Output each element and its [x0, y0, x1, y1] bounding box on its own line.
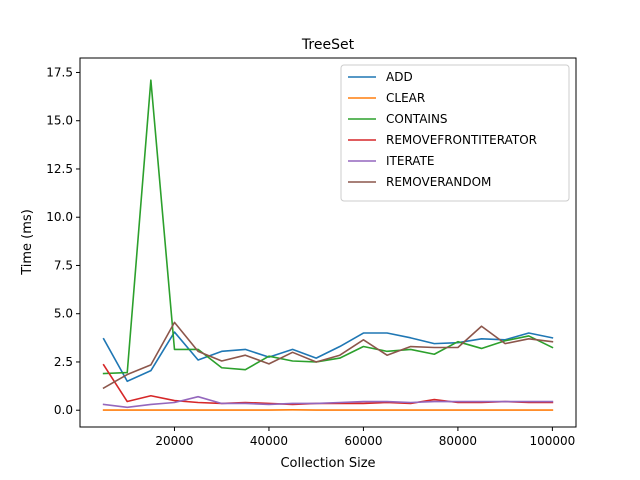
legend-label-contains: CONTAINS	[386, 112, 448, 126]
y-tick-label: 7.5	[54, 258, 73, 272]
x-tick-label: 40000	[250, 434, 288, 448]
series-line-add	[102, 331, 554, 383]
y-tick-label: 2.5	[54, 355, 73, 369]
series-line-iterate	[102, 395, 554, 409]
y-tick-label: 15.0	[46, 114, 73, 128]
legend-box	[340, 64, 570, 202]
legend-label-removerandom: REMOVERANDOM	[386, 175, 491, 189]
chart-title: TreeSet	[301, 37, 355, 53]
x-tick-label: 60000	[344, 434, 382, 448]
x-tick-label: 20000	[155, 434, 193, 448]
x-tick-label: 100000	[529, 434, 575, 448]
legend-label-clear: CLEAR	[386, 91, 425, 105]
y-tick-label: 0.0	[54, 403, 73, 417]
x-axis: 20000 40000 60000 80000 100000	[155, 427, 575, 448]
legend: ADD CLEAR CONTAINS REMOVEFRONTITERATOR ITERA…	[340, 64, 570, 202]
legend-label-iterate: ITERATE	[386, 154, 435, 168]
x-tick-label: 80000	[439, 434, 477, 448]
y-tick-label: 10.0	[46, 210, 73, 224]
x-axis-label: Collection Size	[280, 456, 375, 471]
y-axis: 0.0 2.5 5.0 7.5 10.0 12.5 15.0 17.5	[46, 65, 80, 417]
series-line-contains	[102, 79, 554, 375]
legend-label-removefrontiterator: REMOVEFRONTITERATOR	[386, 133, 537, 147]
y-tick-label: 17.5	[46, 65, 73, 79]
y-tick-label: 12.5	[46, 162, 73, 176]
y-axis-label: Time (ms)	[20, 209, 35, 276]
series-line-removerandom	[102, 321, 554, 390]
y-tick-label: 5.0	[54, 307, 73, 321]
series-layer	[102, 79, 554, 411]
plot-area-frame	[79, 57, 577, 428]
legend-label-add: ADD	[386, 70, 413, 84]
